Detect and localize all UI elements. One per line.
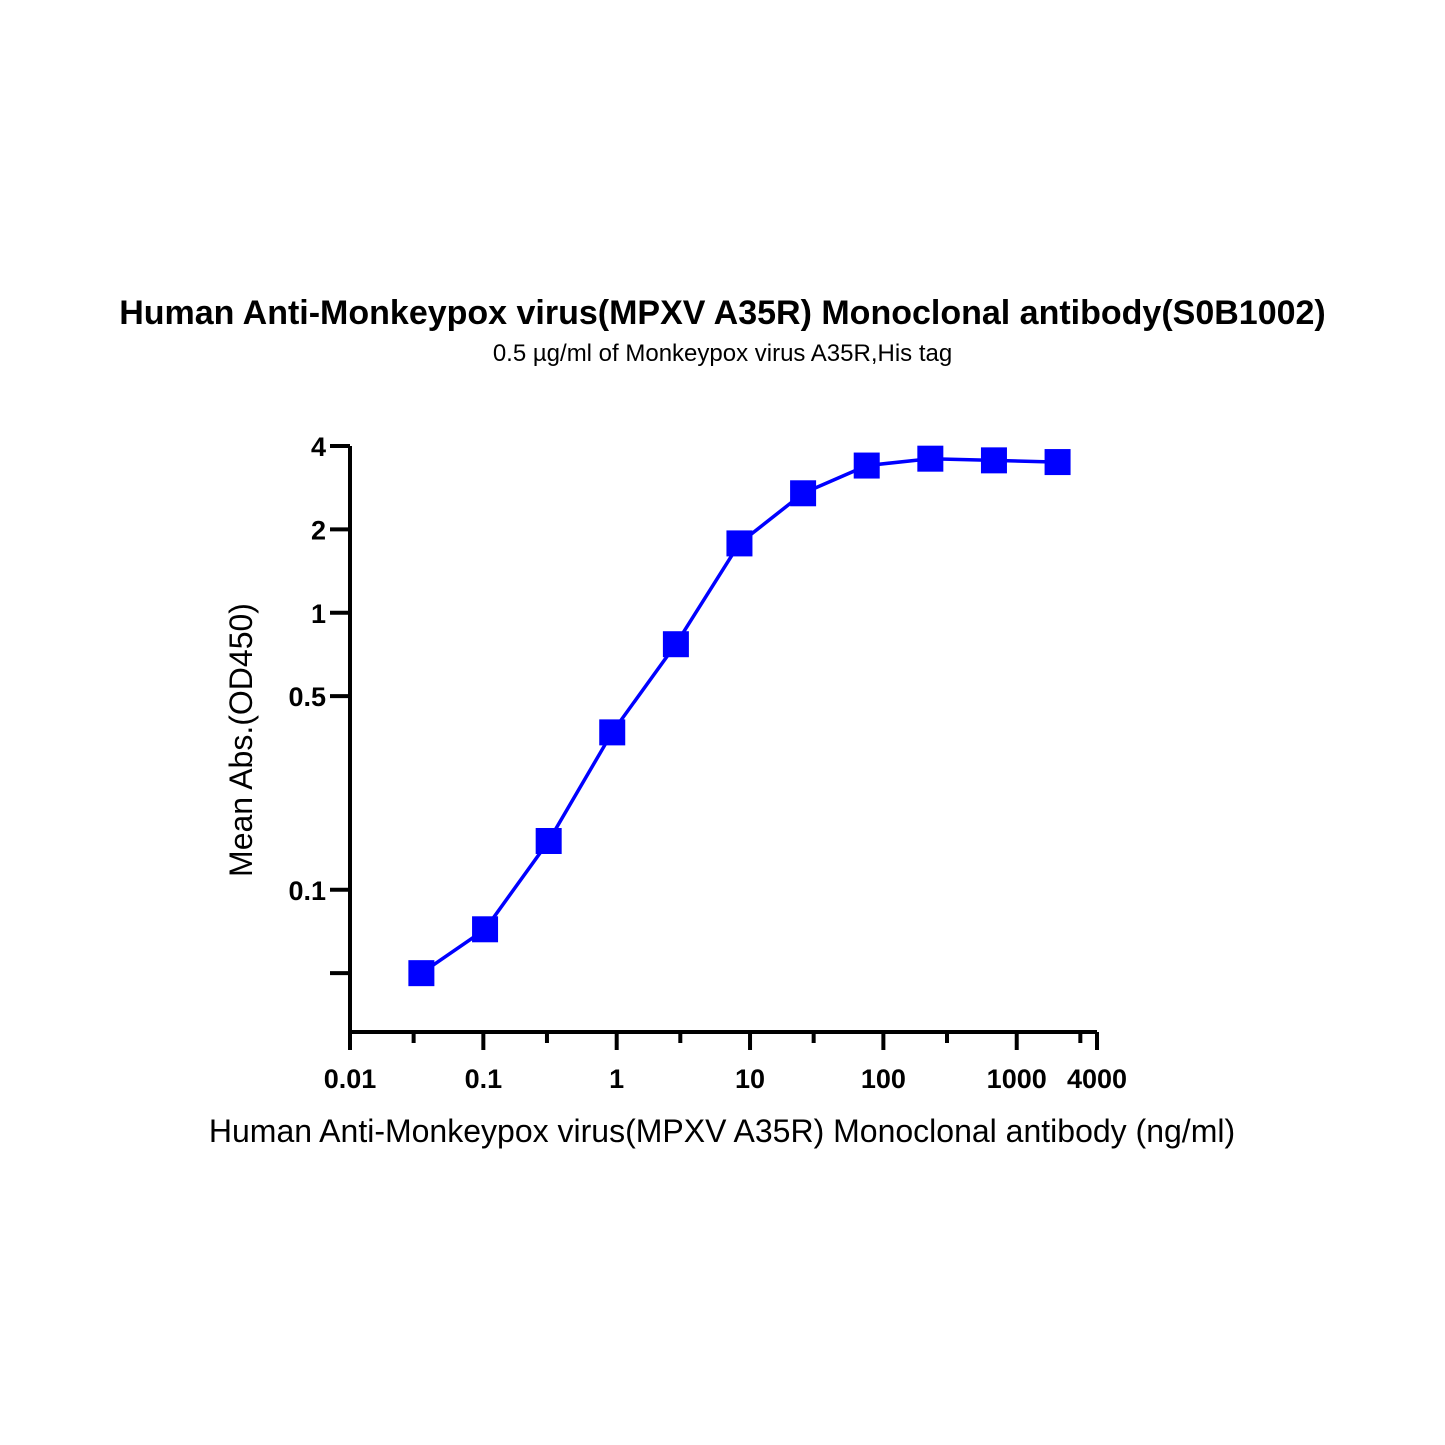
chart-subtitle: 0.5 µg/ml of Monkeypox virus A35R,His ta… — [492, 340, 953, 367]
data-point-marker — [408, 960, 435, 987]
y-tick-label: 2 — [311, 515, 326, 545]
chart-title: Human Anti-Monkeypox virus(MPXV A35R) Mo… — [119, 294, 1326, 332]
data-point-marker — [662, 631, 689, 658]
data-point-marker — [853, 452, 880, 479]
series-layer — [408, 445, 1071, 987]
data-point-marker — [726, 530, 753, 557]
data-point-marker — [472, 916, 499, 943]
x-axis-label: Human Anti-Monkeypox virus(MPXV A35R) Mo… — [209, 1113, 1235, 1149]
data-point-marker — [790, 480, 817, 507]
x-tick-label: 0.01 — [324, 1064, 377, 1094]
x-tick-label: 0.1 — [465, 1064, 503, 1094]
y-tick-label: 0.1 — [288, 876, 326, 906]
x-tick-label: 100 — [861, 1064, 906, 1094]
data-point-marker — [535, 827, 562, 854]
data-point-marker — [599, 719, 626, 746]
axes: 0.1 0.5 1 2 4 0.01 0.1 1 10 100 1000 4000 — [288, 432, 1127, 1094]
x-tick-label: 4000 — [1067, 1064, 1127, 1094]
data-point-marker — [1044, 449, 1071, 476]
y-axis-label: Mean Abs.(OD450) — [223, 603, 259, 877]
y-tick-label: 1 — [311, 599, 326, 629]
y-tick-label: 0.5 — [288, 682, 326, 712]
x-tick-label: 1 — [609, 1064, 624, 1094]
data-point-marker — [980, 447, 1007, 474]
data-point-marker — [917, 445, 944, 472]
y-tick-label: 4 — [311, 432, 326, 462]
x-tick-label: 10 — [735, 1064, 765, 1094]
x-tick-label: 1000 — [987, 1064, 1047, 1094]
